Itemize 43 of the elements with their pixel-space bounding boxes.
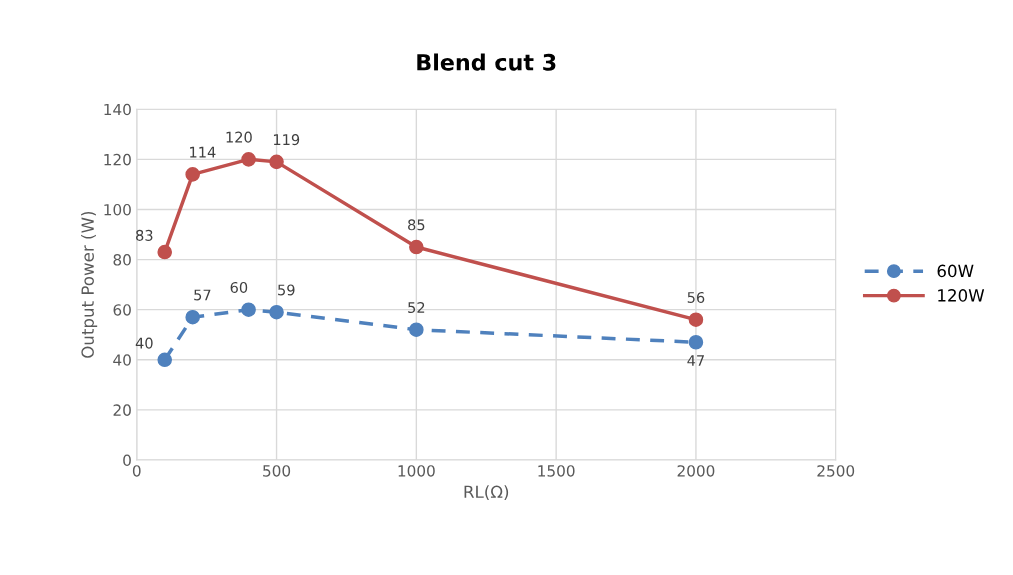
x-tick-label: 500 xyxy=(263,465,291,477)
y-tick-label: 0 xyxy=(123,454,131,467)
data-label: 52 xyxy=(408,301,425,314)
chart-title: Blend cut 3 xyxy=(417,53,556,71)
point xyxy=(688,312,704,327)
point xyxy=(241,152,256,167)
data-label: 57 xyxy=(194,289,211,301)
point xyxy=(688,334,704,350)
legend-label: 120W xyxy=(938,289,985,302)
data-label: 59 xyxy=(278,284,295,296)
y-tick-label: 20 xyxy=(113,404,131,416)
data-label: 47 xyxy=(687,355,704,366)
point xyxy=(157,352,172,368)
data-label: 40 xyxy=(135,337,153,349)
data-label: 120 xyxy=(226,131,252,143)
x-tick-label: 2000 xyxy=(677,465,715,477)
y-tick-label: 40 xyxy=(113,354,131,366)
legend-label: 60W xyxy=(937,264,974,278)
x-tick-label: 1000 xyxy=(398,465,435,477)
data-label: 119 xyxy=(273,134,300,146)
y-tick-label: 80 xyxy=(113,254,131,266)
point xyxy=(409,322,424,338)
y-tick-label: 120 xyxy=(104,153,131,166)
y-tick-label: 60 xyxy=(113,304,131,316)
point xyxy=(185,167,200,182)
data-label: 114 xyxy=(190,146,216,158)
x-tick-label: 1500 xyxy=(538,465,575,477)
y-axis-title: Output Power (W) xyxy=(81,211,98,358)
point xyxy=(409,239,424,255)
data-label: 56 xyxy=(687,291,705,303)
x-axis-title: RL(Ω) xyxy=(464,485,509,501)
point xyxy=(241,302,256,317)
data-label: 83 xyxy=(136,229,153,241)
y-tick-label: 140 xyxy=(104,103,131,116)
data-label: 60 xyxy=(230,281,248,293)
point xyxy=(269,154,284,170)
x-tick-label: 2500 xyxy=(817,465,855,477)
y-tick-label: 100 xyxy=(104,203,131,216)
point xyxy=(157,244,172,260)
point xyxy=(269,304,284,320)
x-tick-label: 0 xyxy=(132,465,141,477)
data-label: 85 xyxy=(408,219,425,231)
point xyxy=(185,309,200,325)
